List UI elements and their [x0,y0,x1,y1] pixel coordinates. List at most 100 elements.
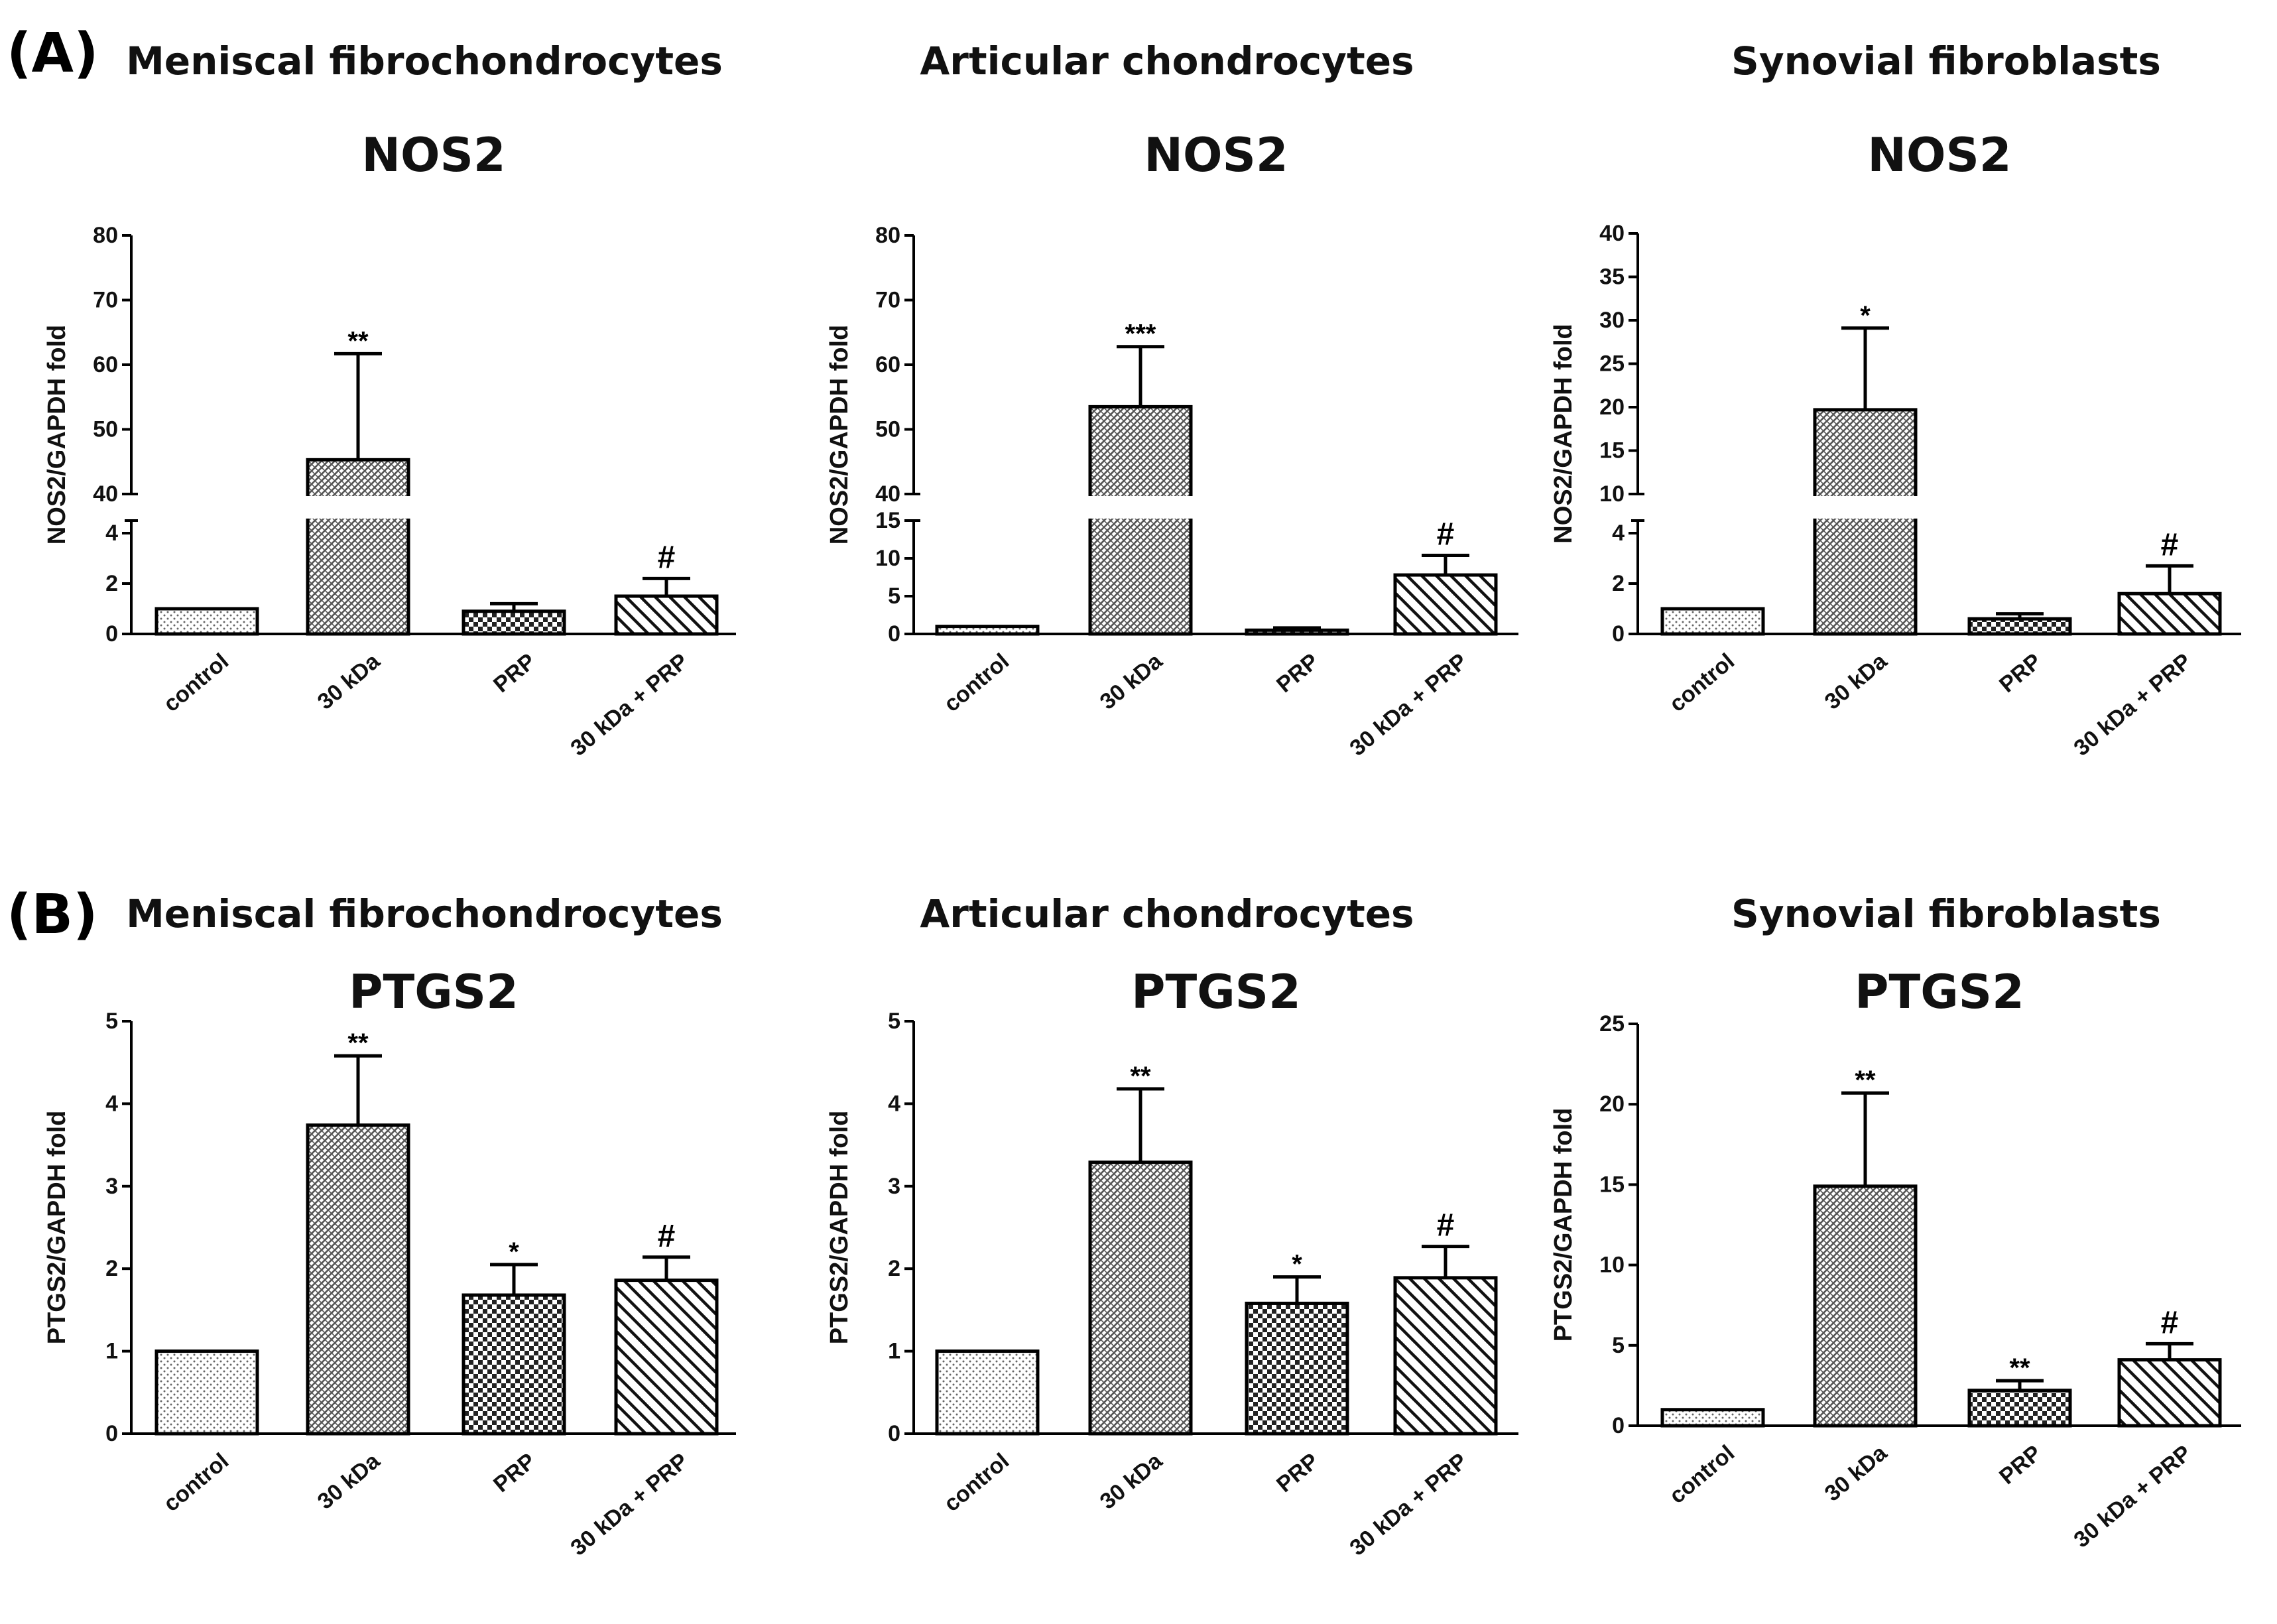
bar-30-kda [1088,1160,1193,1436]
x-tick-label: PRP [1272,649,1323,698]
chart-5: PTGS2 0 1 2 3 4 5 PTGS2/GAPDH fold control ** 30 k… [826,965,1518,1560]
y-tick-label: 20 [1599,1092,1625,1117]
bar-30-kda-prp [1393,573,1498,636]
y-axis-label: NOS2/GAPDH fold [1550,324,1577,543]
y-tick-label: 60 [93,352,118,377]
x-tick-label: PRP [1995,1440,2046,1489]
bar-30-kda [1813,1184,1918,1428]
x-tick-label: 30 kDa + PRP [1345,1448,1472,1560]
y-tick-label: 0 [105,1421,118,1446]
bar-prp [1967,617,2072,636]
bar-prp [462,1293,566,1436]
bar-prp [1245,1301,1349,1436]
bar-30-kda-prp [2117,592,2222,636]
y-tick-label: 80 [93,223,118,248]
y-tick-label: 30 [1599,308,1625,333]
y-tick-label: 10 [875,546,900,571]
panel-label-a: (A) [7,22,98,85]
bar-30-kda [1813,408,1918,636]
y-tick-label: 40 [1599,221,1625,246]
y-axis-label: PTGS2/GAPDH fold [826,1111,853,1345]
x-tick-label: PRP [1272,1448,1323,1497]
x-tick-label: control [158,1448,233,1517]
bar-control [154,1349,259,1436]
y-tick-label: 4 [1612,521,1625,546]
significance-mark: * [1860,301,1871,330]
y-tick-label: 10 [1599,1253,1625,1278]
y-tick-label: 2 [1612,571,1625,596]
celltype-b-meniscal: Meniscal fibrochondrocytes [126,891,723,936]
bar-30-kda [306,458,410,636]
y-tick-label: 40 [93,481,118,507]
chart-1: NOS2 0 2 4 40 50 60 70 80 NOS2/GAPDH fold control *… [43,128,736,761]
x-tick-label: control [939,1448,1014,1517]
y-tick-label: 15 [1599,1172,1625,1197]
celltype-b-synovial: Synovial fibroblasts [1731,891,2161,936]
celltype-a-meniscal: Meniscal fibrochondrocytes [126,38,723,84]
significance-mark: ** [1130,1062,1151,1091]
bar-30-kda [1088,405,1193,636]
x-tick-label: 30 kDa [1095,648,1168,714]
significance-mark: * [1292,1250,1302,1279]
significance-mark: # [658,540,676,575]
bar-prp [1967,1389,2072,1428]
celltype-a-synovial: Synovial fibroblasts [1731,38,2161,84]
y-tick-label: 40 [875,481,900,507]
y-tick-label: 0 [888,1421,900,1446]
y-tick-label: 10 [1599,481,1625,507]
y-tick-label: 25 [1599,1011,1625,1036]
y-tick-label: 0 [105,621,118,647]
y-tick-label: 4 [105,521,118,546]
y-axis-label: PTGS2/GAPDH fold [1550,1108,1577,1342]
x-tick-label: 30 kDa + PRP [2069,1440,2196,1552]
x-tick-label: control [1664,1440,1739,1509]
y-tick-label: 15 [875,508,900,533]
chart-title: NOS2 [1144,128,1288,182]
y-tick-label: 70 [93,288,118,313]
y-tick-label: 0 [888,621,900,647]
significance-mark: * [509,1237,519,1267]
y-tick-label: 2 [105,571,118,596]
celltype-b-articular: Articular chondrocytes [920,891,1414,936]
chart-title: PTGS2 [1131,965,1301,1019]
y-tick-label: 2 [105,1256,118,1281]
chart-title: NOS2 [1867,128,2011,182]
significance-mark: # [658,1219,676,1254]
y-tick-label: 5 [1612,1333,1625,1358]
x-tick-label: control [1664,649,1739,717]
x-tick-label: 30 kDa [1820,1440,1892,1506]
x-tick-label: 30 kDa + PRP [1345,649,1472,761]
chart-6: PTGS2 0 5 10 15 20 25 PTGS2/GAPDH fold control **… [1550,965,2241,1552]
y-tick-label: 4 [888,1091,900,1116]
x-tick-label: 30 kDa [1820,648,1892,714]
y-tick-label: 2 [888,1256,900,1281]
chart-title: PTGS2 [349,965,519,1019]
significance-mark: # [2161,1305,2179,1340]
y-tick-label: 50 [93,417,118,442]
y-tick-label: 35 [1599,265,1625,290]
y-tick-label: 80 [875,223,900,248]
x-tick-label: 30 kDa + PRP [2069,649,2196,761]
significance-mark: # [1437,517,1455,552]
bar-30-kda [306,1123,410,1436]
x-tick-label: PRP [489,1448,540,1497]
bar-control [1660,607,1765,636]
chart-4: PTGS2 0 1 2 3 4 5 PTGS2/GAPDH fold control ** 30 k… [43,965,736,1560]
x-tick-label: 30 kDa [313,1448,385,1514]
bar-30-kda-prp [2117,1358,2222,1428]
bar-prp [1245,628,1349,636]
x-tick-label: 30 kDa + PRP [566,1448,693,1560]
y-axis-label: NOS2/GAPDH fold [826,325,853,544]
chart-title: NOS2 [361,128,505,182]
y-tick-label: 1 [888,1339,900,1364]
bar-30-kda-prp [1393,1276,1498,1436]
y-tick-label: 0 [1612,621,1625,647]
bar-break-gap [1087,496,1194,519]
bar-break-gap [305,496,411,519]
bar-control [935,625,1040,636]
significance-mark: # [1437,1208,1455,1243]
x-tick-label: control [939,649,1014,717]
y-tick-label: 5 [888,1009,900,1034]
